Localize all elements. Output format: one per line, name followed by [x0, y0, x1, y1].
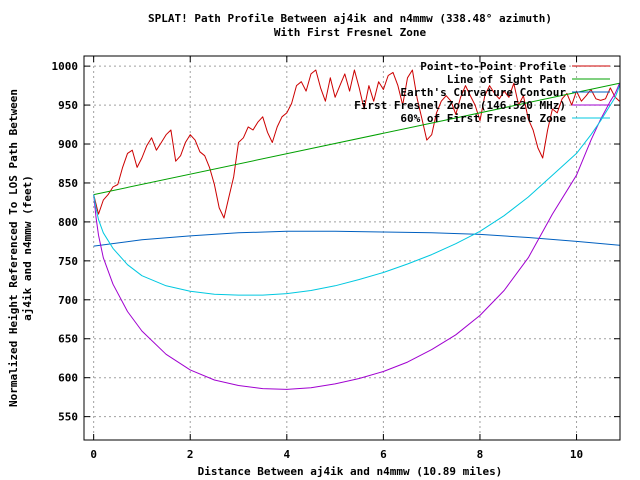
y-tick-label-1: 600 — [58, 372, 78, 385]
profile-line — [93, 69, 620, 219]
legend-label-2: Earth's Curvature Contour — [400, 86, 566, 99]
y-tick-label-2: 650 — [58, 333, 78, 346]
series-layer — [93, 69, 620, 390]
y-tick-label-9: 1000 — [52, 60, 79, 73]
x-tick-label-2: 4 — [283, 448, 290, 461]
y-tick-label-8: 950 — [58, 99, 78, 112]
y-tick-label-5: 800 — [58, 216, 78, 229]
line-of-sight-line — [93, 82, 620, 196]
legend-label-4: 60% of First Fresnel Zone — [400, 112, 566, 125]
y-tick-label-7: 900 — [58, 138, 78, 151]
grid-lines — [84, 56, 620, 440]
y-axis-label-line1: Normalized Height Referenced To LOS Path… — [7, 89, 20, 407]
y-axis-label-line2: aj4ik and n4mmw (feet) — [21, 175, 34, 321]
x-tick-label-1: 2 — [187, 448, 194, 461]
plot-frame — [83, 55, 621, 441]
x-tick-label-4: 8 — [477, 448, 484, 461]
y-tick-label-6: 850 — [58, 177, 78, 190]
fresnel-zone-line — [93, 83, 620, 390]
chart-title: SPLAT! Path Profile Between aj4ik and n4… — [148, 12, 552, 25]
legend-label-3: First Fresnel Zone (146.520 MHz) — [354, 99, 566, 112]
fresnel-60-line — [93, 85, 620, 296]
x-tick-label-3: 6 — [380, 448, 387, 461]
legend-label-0: Point-to-Point Profile — [420, 60, 566, 73]
chart-subtitle: With First Fresnel Zone — [274, 26, 427, 39]
legend-label-1: Line of Sight Path — [447, 73, 566, 86]
earth-curvature-line — [93, 230, 620, 247]
y-tick-label-4: 750 — [58, 255, 78, 268]
x-tick-label-5: 10 — [570, 448, 583, 461]
x-axis-label: Distance Between aj4ik and n4mmw (10.89 … — [198, 465, 503, 478]
y-tick-label-0: 550 — [58, 411, 78, 424]
y-tick-label-3: 700 — [58, 294, 78, 307]
x-tick-label-0: 0 — [90, 448, 97, 461]
axis-ticks: 0 2 4 6 8 10 550 600 650 700 750 800 850 900 950 1000 — [52, 56, 620, 461]
